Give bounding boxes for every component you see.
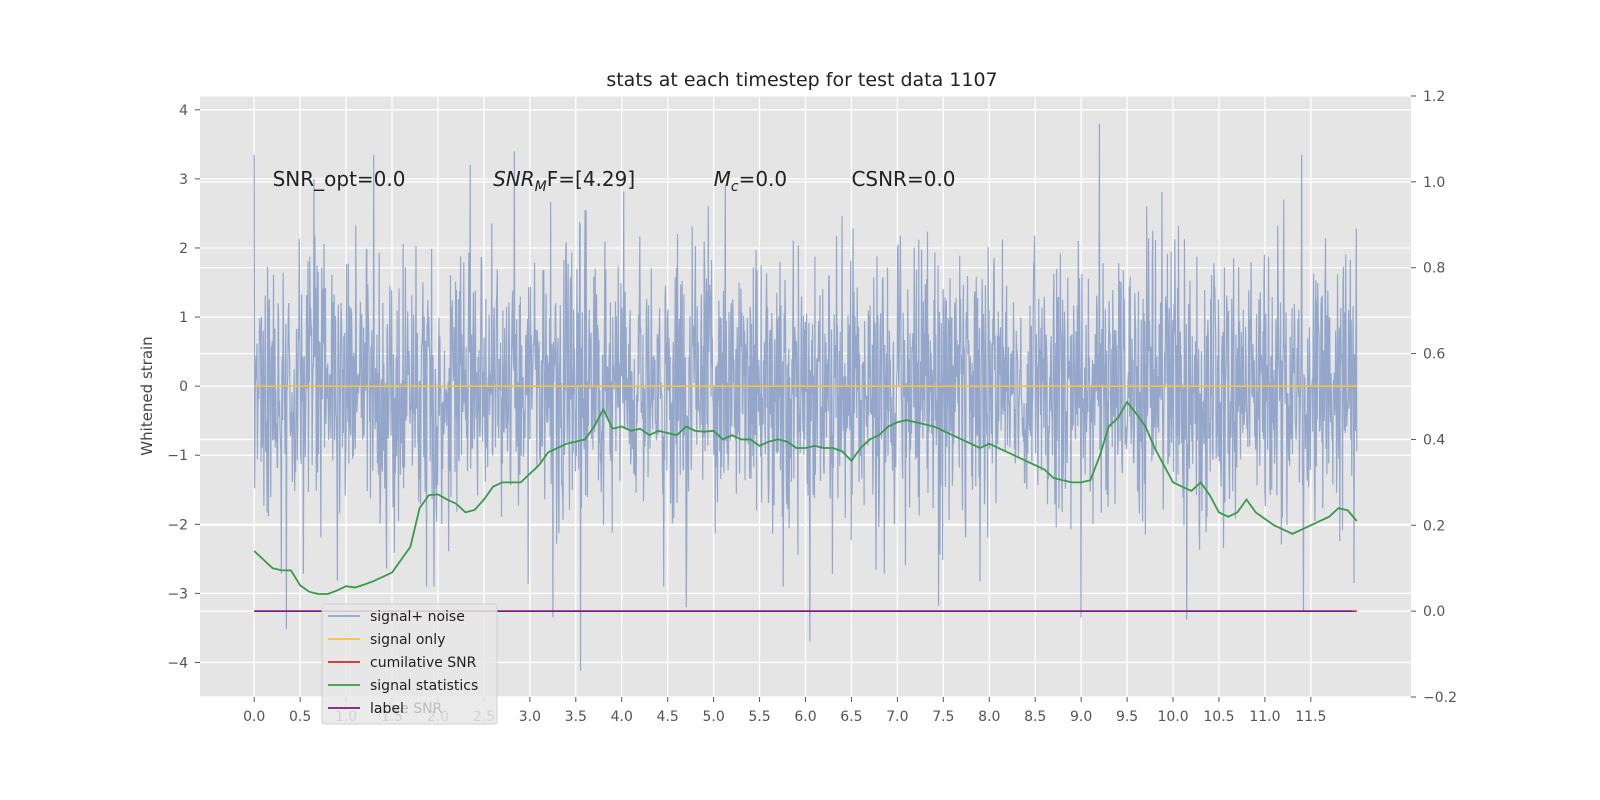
yl-tick-label-7: 3 — [179, 172, 188, 188]
series-signal-plus-noise-line — [253, 123, 1358, 671]
x-tick-label-7: 3.5 — [565, 709, 587, 725]
yr-tick-label-6: 1.0 — [1423, 175, 1445, 191]
chart-title: stats at each timestep for test data 110… — [606, 69, 997, 91]
legend-entry-3: signal statistics — [370, 678, 478, 694]
x-tick-label-1: 0.5 — [289, 709, 311, 725]
yl-tick-label-6: 2 — [179, 241, 188, 257]
legend-entry-2: cumilative SNR — [370, 655, 477, 671]
x-tick-label-18: 9.0 — [1070, 709, 1092, 725]
yr-tick-label-0: −0.2 — [1423, 690, 1457, 706]
x-tick-label-10: 5.0 — [702, 709, 724, 725]
x-tick-label-13: 6.5 — [840, 709, 862, 725]
x-tick-label-9: 4.5 — [657, 709, 679, 725]
annotation-mc: Mc=0.0 — [714, 167, 788, 195]
yr-tick-label-2: 0.2 — [1423, 518, 1445, 534]
annotation-snr-opt: SNR_opt=0.0 — [273, 167, 406, 191]
y-left-axis-label: Whitened strain — [138, 336, 156, 455]
yr-tick-label-1: 0.0 — [1423, 604, 1445, 620]
yl-tick-label-1: −3 — [167, 586, 188, 602]
yl-tick-label-2: −2 — [167, 517, 188, 533]
x-tick-label-19: 9.5 — [1116, 709, 1138, 725]
legend-entry-4: label — [370, 701, 404, 717]
x-tick-label-8: 4.0 — [611, 709, 633, 725]
x-tick-label-0: 0.0 — [243, 709, 265, 725]
legend-entry-0: signal+ noise — [370, 609, 465, 625]
yl-tick-label-3: −1 — [167, 448, 188, 464]
yl-tick-label-5: 1 — [179, 310, 188, 326]
annotation-snr-mf: SNRMF=[4.29] — [493, 167, 635, 195]
x-tick-label-21: 10.5 — [1203, 709, 1234, 725]
annotation-csnr: CSNR=0.0 — [851, 167, 955, 191]
yr-tick-label-7: 1.2 — [1423, 89, 1445, 105]
y-left-axis-ticks: −4 −3 −2 −1 0 1 2 3 4 — [167, 103, 200, 671]
yr-tick-label-4: 0.6 — [1423, 347, 1445, 363]
yl-tick-label-8: 4 — [179, 103, 188, 119]
x-tick-label-16: 8.0 — [978, 709, 1000, 725]
x-tick-label-22: 11.0 — [1249, 709, 1280, 725]
x-tick-label-6: 3.0 — [519, 709, 541, 725]
x-tick-label-17: 8.5 — [1024, 709, 1046, 725]
x-axis-ticks: 0.00.51.01.52.02.53.03.54.04.55.05.56.06… — [243, 697, 1326, 725]
y-right-axis-ticks: −0.2 0.0 0.2 0.4 0.6 0.8 1.0 1.2 — [1411, 89, 1457, 706]
yr-tick-label-5: 0.8 — [1423, 261, 1445, 277]
x-tick-label-23: 11.5 — [1295, 709, 1326, 725]
x-tick-label-12: 6.0 — [794, 709, 816, 725]
legend-entry-1: signal only — [370, 632, 445, 648]
x-tick-label-14: 7.0 — [886, 709, 908, 725]
legend-frame — [321, 603, 498, 725]
x-tick-label-15: 7.5 — [932, 709, 954, 725]
legend-overlap-text: lative SNR — [370, 701, 443, 717]
legend: lative SNR signal+ noise signal only cumila… — [321, 603, 498, 725]
x-tick-label-20: 10.0 — [1157, 709, 1188, 725]
yl-tick-label-4: 0 — [179, 379, 188, 395]
series-signal-plus-noise — [253, 123, 1358, 671]
x-tick-label-11: 5.5 — [748, 709, 770, 725]
annotations: SNR_opt=0.0 SNRMF=[4.29] Mc=0.0 CSNR=0.0 — [273, 167, 956, 195]
series-line-3 — [253, 400, 1358, 595]
yr-tick-label-3: 0.4 — [1423, 432, 1445, 448]
yl-tick-label-0: −4 — [167, 655, 188, 671]
